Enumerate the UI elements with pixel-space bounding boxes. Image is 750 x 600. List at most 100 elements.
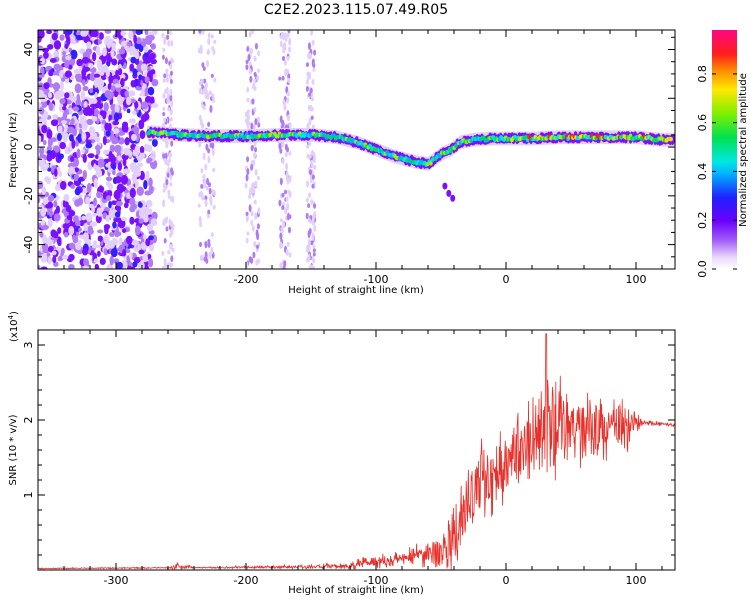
- spectrogram-noise: [58, 102, 65, 113]
- spectrogram-stripe: [208, 90, 212, 96]
- spectrogram-stripe: [253, 240, 257, 248]
- spectrogram-noise: [133, 173, 137, 182]
- spectrogram-noise: [145, 205, 150, 216]
- spectrogram-noise: [121, 217, 127, 222]
- spectrogram-noise: [128, 30, 134, 40]
- spectrogram-stripe: [313, 203, 317, 209]
- spectrogram-noise: [140, 101, 149, 110]
- spectrogram-noise: [80, 90, 86, 101]
- spectrogram-stripe: [162, 265, 166, 269]
- spectrogram-stripe: [279, 262, 283, 269]
- spectrogram-noise: [150, 218, 158, 227]
- spectrogram-noise: [42, 196, 49, 206]
- spectrogram-noise: [64, 59, 70, 69]
- spectrogram-stripe: [283, 104, 287, 111]
- spectrogram-noise: [78, 194, 83, 199]
- spectrogram-stripe: [250, 163, 254, 171]
- spectrogram-noise: [40, 266, 48, 269]
- spectrogram-noise: [81, 148, 86, 154]
- spectrogram-stripe: [169, 181, 173, 187]
- spectrogram-noise: [73, 157, 79, 168]
- spectrogram-noise: [50, 152, 57, 157]
- spectrogram-noise: [70, 184, 76, 189]
- spectrogram-stripe: [248, 68, 252, 75]
- spectrogram-stripe: [251, 98, 255, 105]
- spectrogram-noise: [62, 135, 68, 143]
- spectrogram-stripe: [283, 101, 287, 106]
- spectrogram-tail: [450, 194, 456, 202]
- spectrogram-stripe: [281, 192, 285, 198]
- spectrogram-noise: [68, 226, 75, 236]
- spectrogram-noise: [107, 83, 112, 90]
- spectrogram-noise: [103, 102, 109, 112]
- spectrogram-y-tick-label: 40: [22, 43, 35, 57]
- spectrogram-noise: [69, 39, 77, 45]
- spectrogram-noise: [132, 149, 139, 157]
- spectrogram-stripe: [252, 251, 256, 259]
- spectrogram-noise: [115, 30, 120, 38]
- spectrogram-noise: [74, 118, 79, 124]
- spectrogram-stripe: [311, 233, 315, 240]
- spectrogram-noise: [77, 133, 83, 143]
- spectrogram-stripe: [162, 106, 166, 111]
- spectrogram-noise: [139, 152, 146, 160]
- spectrogram-stripe: [170, 140, 174, 147]
- spectrogram-noise: [76, 31, 82, 36]
- spectrogram-noise: [121, 228, 127, 234]
- spectrogram-noise: [48, 102, 54, 112]
- spectrogram-noise: [108, 183, 114, 191]
- spectrogram-noise: [96, 250, 101, 257]
- spectrogram-noise: [50, 119, 59, 127]
- spectrogram-tail: [442, 182, 448, 190]
- snr-x-tick-label: -100: [364, 574, 389, 587]
- spectrogram-noise: [132, 261, 138, 268]
- spectrogram-stripe: [166, 34, 170, 40]
- spectrogram-stripe: [282, 265, 286, 269]
- spectrogram-noise: [47, 43, 54, 50]
- colorbar-tick-label: 0.2: [696, 211, 709, 229]
- spectrogram-x-tick-label: 0: [503, 273, 510, 286]
- spectrogram-ridge-core: [449, 148, 453, 154]
- spectrogram-noise: [78, 227, 82, 232]
- spectrogram-stripe: [281, 158, 285, 165]
- spectrogram-noise: [144, 86, 150, 96]
- spectrogram-noise: [140, 63, 148, 72]
- spectrogram-stripe: [207, 214, 211, 219]
- spectrogram-stripe: [312, 248, 316, 253]
- spectrogram-noise: [93, 73, 101, 78]
- spectrogram-stripe: [286, 241, 290, 247]
- spectrogram-noise: [77, 239, 82, 244]
- spectrogram-stripe: [256, 75, 260, 81]
- spectrogram-noise: [139, 130, 146, 140]
- spectrogram-stripe: [201, 104, 205, 109]
- snr-axes: -300 -200 -100 0 100 1 2 3: [22, 330, 675, 587]
- spectrogram-stripe: [199, 46, 203, 55]
- colorbar-tick-label: 0.6: [696, 114, 709, 131]
- spectrogram-noise: [118, 68, 123, 76]
- spectrogram-stripe: [287, 72, 291, 80]
- spectrogram-noise: [46, 129, 53, 139]
- spectrogram-noise: [149, 52, 156, 60]
- spectrogram-stripe: [306, 144, 310, 149]
- spectrogram-noise: [64, 92, 70, 99]
- spectrogram-stripe: [286, 177, 290, 185]
- spectrogram-noise: [45, 162, 50, 169]
- spectrogram-stripe: [248, 204, 252, 213]
- spectrogram-noise: [66, 35, 71, 46]
- spectrogram-noise: [74, 187, 81, 196]
- spectrogram-noise: [68, 264, 75, 269]
- spectrogram-stripe: [246, 46, 250, 52]
- spectrogram-noise: [101, 119, 107, 125]
- spectrogram-noise: [122, 168, 131, 174]
- spectrogram-noise: [129, 118, 136, 123]
- spectrogram-stripe: [164, 153, 168, 159]
- spectrogram-noise: [93, 178, 98, 189]
- spectrogram-noise: [65, 204, 72, 213]
- spectrogram-noise: [59, 180, 67, 190]
- spectrogram-noise: [53, 200, 58, 208]
- figure-title: C2E2.2023.115.07.49.R05: [264, 2, 448, 18]
- spectrogram-stripe: [246, 231, 250, 236]
- spectrogram-noise: [108, 74, 113, 85]
- spectrogram-stripe: [246, 97, 250, 103]
- spectrogram-noise: [146, 144, 153, 153]
